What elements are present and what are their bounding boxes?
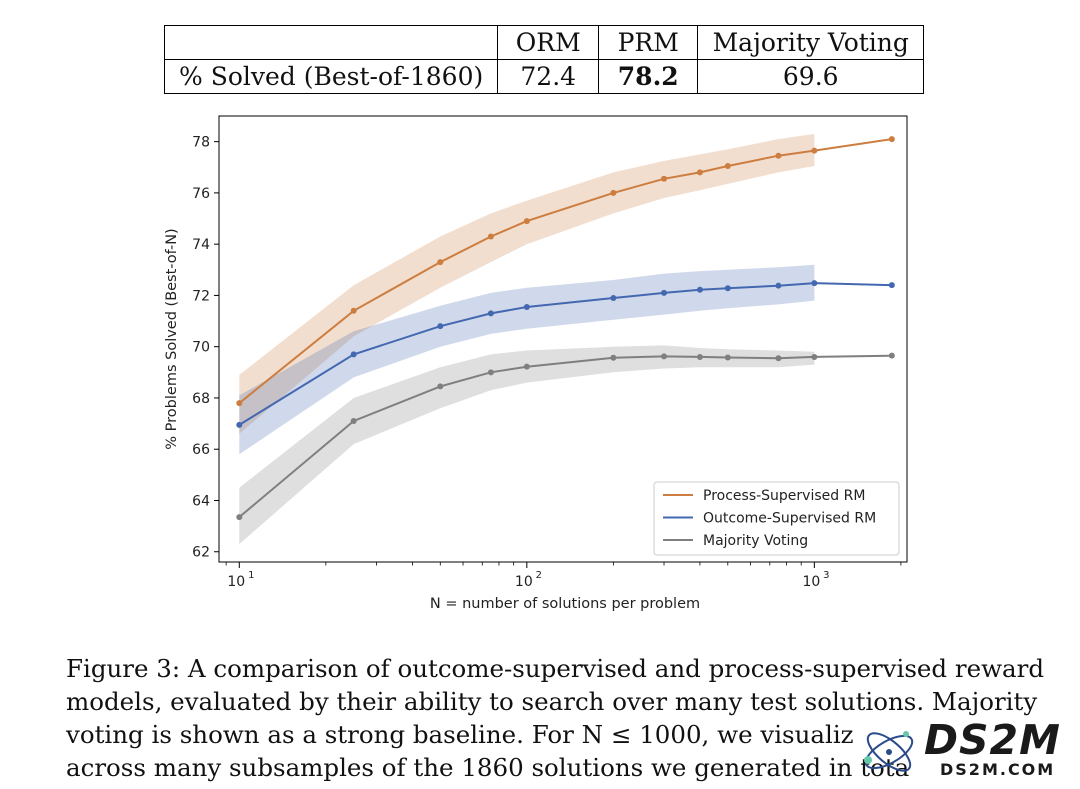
data-point (610, 354, 617, 361)
data-point (610, 189, 617, 196)
series-line (238, 354, 892, 518)
data-point (775, 282, 782, 289)
data-point (661, 353, 668, 360)
y-tick-label: 72 (192, 288, 210, 304)
data-point (811, 147, 818, 154)
y-tick-label: 62 (192, 545, 210, 561)
data-point (437, 259, 444, 266)
caption-line: Figure 3: A comparison of outcome-superv… (66, 654, 1045, 683)
data-point (888, 136, 895, 143)
data-point (661, 289, 668, 296)
data-point (661, 175, 668, 182)
caption-line: across many subsamples of the 1860 solut… (66, 753, 910, 782)
y-tick-label: 76 (192, 186, 210, 202)
series-points (236, 136, 895, 521)
x-tick-exponent: 3 (823, 570, 829, 581)
legend-label: Process-Supervised RM (703, 488, 865, 504)
data-point (696, 286, 703, 293)
data-point (523, 218, 530, 225)
y-axis-label: % Problems Solved (Best-of-N) (164, 228, 180, 449)
data-point (724, 162, 731, 169)
data-point (610, 294, 617, 301)
watermark-logo-text: DS2M (920, 716, 1065, 764)
watermark-url: DS2M.COM (940, 760, 1056, 779)
y-tick-label: 68 (192, 391, 210, 407)
data-point (437, 323, 444, 330)
table-value-prm: 78.2 (598, 59, 699, 94)
chart-legend: Process-Supervised RM Outcome-Supervised … (653, 481, 900, 556)
x-axis-label: N = number of solutions per problem (430, 596, 700, 612)
series-lines (238, 138, 892, 518)
caption-line: models, evaluated by their ability to se… (66, 687, 1038, 716)
data-point (523, 303, 530, 310)
data-point (523, 363, 530, 370)
confidence-band (239, 133, 815, 434)
x-tick-label: 10 (515, 574, 533, 590)
ds2m-logo-icon (864, 731, 914, 772)
figure-caption: Figure 3: A comparison of outcome-superv… (66, 652, 1045, 784)
data-point (350, 307, 357, 314)
data-point (724, 285, 731, 292)
data-point (696, 353, 703, 360)
data-point (350, 351, 357, 358)
legend-label: Majority Voting (703, 533, 808, 549)
table-header-majority: Majority Voting (697, 25, 925, 60)
data-point (487, 233, 494, 240)
confidence-band (239, 345, 815, 545)
confidence-band (239, 264, 815, 455)
confidence-bands (239, 133, 815, 545)
y-tick-label: 74 (192, 237, 210, 253)
data-point (437, 383, 444, 390)
y-tick-label: 66 (192, 442, 210, 458)
data-point (350, 418, 357, 425)
data-point (724, 354, 731, 361)
plot-frame (218, 115, 908, 563)
x-tick-label: 10 (802, 574, 820, 590)
data-point (487, 369, 494, 376)
x-tick-exponent: 2 (536, 570, 542, 581)
results-table: ORM PRM Majority Voting % Solved (Best-o… (163, 25, 925, 94)
legend-box (653, 481, 900, 556)
data-point (236, 400, 243, 407)
legend-label: Outcome-Supervised RM (703, 511, 876, 527)
data-point (811, 280, 818, 287)
table-value-orm: 72.4 (497, 59, 600, 94)
series-line (238, 282, 892, 426)
data-point (888, 282, 895, 289)
data-point (811, 353, 818, 360)
data-point (775, 152, 782, 159)
x-tick-exponent: 1 (248, 570, 254, 581)
data-point (236, 514, 243, 521)
x-tick-label: 10 (227, 574, 245, 590)
data-point (236, 421, 243, 428)
data-point (696, 169, 703, 176)
y-tick-label: 70 (192, 340, 210, 356)
table-row-label: % Solved (Best-of-1860) (163, 59, 499, 94)
table-value-majority: 69.6 (697, 59, 925, 94)
data-point (487, 310, 494, 317)
y-tick-label: 64 (192, 493, 210, 509)
data-point (775, 355, 782, 362)
y-tick-label: 78 (192, 135, 210, 151)
table-row: % Solved (Best-of-1860) 72.4 78.2 69.6 (163, 59, 925, 94)
series-line (238, 138, 892, 404)
data-point (888, 352, 895, 359)
caption-line: voting is shown as a strong baseline. Fo… (66, 720, 854, 749)
